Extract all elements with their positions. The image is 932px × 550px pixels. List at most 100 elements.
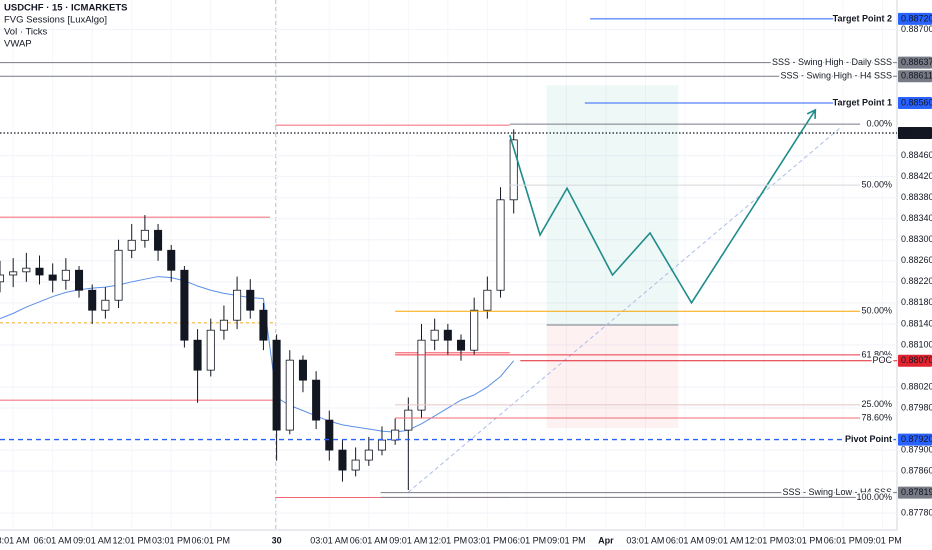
candle-body: [430, 329, 439, 341]
level-label: Pivot Point: [845, 434, 892, 444]
candle-body: [101, 299, 110, 311]
y-tick-label: 0.88340: [901, 213, 932, 223]
candle-body: [154, 229, 163, 251]
candle-body: [312, 379, 321, 421]
indicator-label: FVG Sessions [LuxAlgo]: [4, 15, 107, 26]
candle-body: [377, 439, 387, 451]
profit-zone: [546, 85, 679, 325]
level-label: 50.00%: [861, 179, 892, 189]
candle-body: [456, 339, 466, 351]
x-tick-label: 06:01 AM: [34, 535, 72, 545]
y-tick-label: 0.88140: [901, 318, 932, 328]
candle-body: [114, 249, 123, 301]
candle-body: [167, 249, 176, 271]
y-tick-label: 0.88380: [901, 192, 932, 202]
x-tick-label: 03:01 AM: [310, 535, 348, 545]
candle-body: [404, 409, 413, 431]
level-label: Target Point 2: [833, 13, 892, 23]
candle-body: [22, 267, 31, 273]
x-tick-label: 09:01 PM: [863, 535, 902, 545]
projection-arrow: [806, 108, 817, 119]
x-tick-label: 03:01 PM: [152, 535, 191, 545]
price-badge: [898, 486, 932, 499]
projection-path: [508, 109, 817, 305]
price-badge: [898, 97, 932, 110]
level-label: 50.00%: [861, 306, 892, 316]
y-tick-label: 0.88220: [901, 276, 932, 286]
x-tick-label: 3:01 AM: [0, 535, 30, 545]
level-label: POC: [872, 355, 892, 365]
candle-body: [127, 239, 136, 251]
level-label: 0.00%: [866, 118, 892, 128]
y-tick-label: 0.88300: [901, 234, 932, 244]
price-badge: [898, 433, 932, 446]
candle-body: [180, 269, 189, 341]
candle-body: [417, 339, 426, 411]
indicator-label: Vol · Ticks: [4, 27, 48, 38]
x-tick-label: 09:01 PM: [547, 535, 586, 545]
x-tick-label: 06:01 AM: [666, 535, 704, 545]
x-tick-label: 09:01 AM: [705, 535, 743, 545]
x-tick-label: 12:01 PM: [112, 535, 151, 545]
vwap-line: [0, 276, 515, 433]
price-badge-label: 0.88070: [901, 355, 932, 365]
x-tick-label: 09:01 AM: [389, 535, 427, 545]
candle-body: [88, 289, 97, 311]
candle-body: [325, 419, 334, 451]
candle-body: [0, 274, 5, 283]
y-tick-label: 0.88700: [901, 24, 932, 34]
candle-body: [246, 289, 255, 311]
candle-body: [75, 269, 84, 291]
level-label: 25.00%: [861, 399, 892, 409]
candle-body: [509, 139, 518, 201]
price-badge-label: 0.87920: [901, 434, 932, 444]
y-tick-label: 0.88260: [901, 255, 932, 265]
price-badge-label: 0.88637: [901, 57, 932, 67]
x-tick-label: 06:01 AM: [350, 535, 388, 545]
x-tick-label: 06:01 PM: [191, 535, 230, 545]
level-label: SSS - Swing High - Daily SSS: [772, 57, 892, 67]
x-tick-label: 03:01 PM: [784, 535, 823, 545]
candle-body: [193, 339, 202, 371]
level-label: SSS - Swing High - H4 SSS: [780, 71, 892, 81]
candle-body: [140, 229, 149, 241]
x-tick-label: 12:01 PM: [429, 535, 468, 545]
y-tick-label: 0.88460: [901, 150, 932, 160]
price-badge-label: 0.88611: [901, 71, 932, 81]
trend-line: [408, 127, 841, 493]
candle-body: [364, 449, 373, 461]
price-badge-label: 0.88720: [901, 13, 932, 23]
x-tick-label: Apr: [598, 535, 614, 545]
y-tick-label: 0.87860: [901, 465, 932, 475]
candle-body: [48, 274, 57, 281]
price-badge: [898, 56, 932, 69]
candle-body: [35, 267, 44, 276]
level-label: 78.60%: [861, 412, 892, 422]
candle-body: [391, 429, 400, 441]
x-tick-label: 12:01 PM: [745, 535, 784, 545]
candle-body: [496, 199, 505, 291]
y-tick-label: 0.87780: [901, 508, 932, 518]
indicator-label: VWAP: [4, 39, 32, 50]
candle-body: [233, 289, 242, 321]
candle-body: [338, 449, 347, 471]
level-label: SSS - Swing Low - H4 SSS: [782, 487, 892, 497]
x-tick-label: 06:01 PM: [824, 535, 863, 545]
legend: USDCHF · 15 · ICMARKETS FVG Sessions [Lu…: [4, 3, 128, 50]
x-tick-label: 03:01 AM: [626, 535, 664, 545]
price-badge-label: 0.88560: [901, 97, 932, 107]
y-tick-label: 0.88100: [901, 339, 932, 349]
y-tick-label: 0.88020: [901, 381, 932, 391]
price-badge: [898, 354, 932, 367]
candle-body: [259, 309, 268, 341]
candle-body: [272, 339, 281, 431]
candle-body: [9, 271, 18, 276]
candle-body: [206, 329, 215, 371]
price-badge: [898, 12, 932, 25]
candle-body: [285, 359, 294, 431]
candle-body: [61, 269, 70, 281]
price-badge: [898, 70, 932, 83]
y-tick-label: 0.88180: [901, 297, 932, 307]
